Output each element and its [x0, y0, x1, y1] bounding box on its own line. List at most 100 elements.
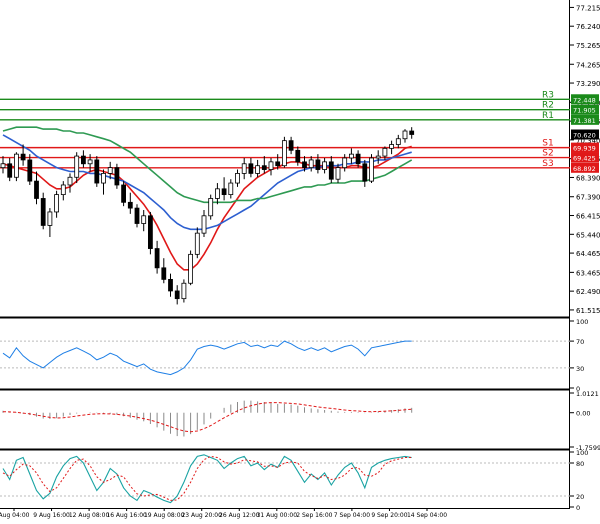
last-price-marker: 70.620	[571, 129, 599, 140]
candle-body	[382, 147, 388, 157]
level-price-label: 69.425	[573, 155, 596, 163]
candle-body	[107, 167, 113, 174]
time-tick-label: 19 Aug 08:00	[144, 512, 185, 519]
candle-body	[295, 149, 301, 163]
price-tick-label: 65.440	[576, 231, 600, 239]
candle-body	[141, 215, 147, 224]
candle-body	[409, 130, 415, 135]
candle-body	[114, 167, 120, 186]
level-price-label: 72.448	[573, 96, 596, 104]
rsi-line	[2, 340, 412, 376]
candle-body	[34, 180, 39, 199]
candle-body	[7, 163, 13, 178]
candle-body	[281, 140, 287, 167]
candle-body	[121, 184, 126, 203]
candlesticks	[0, 127, 415, 305]
macd-panel: 1.0121 0.00 -1.7599	[2, 390, 600, 452]
level-name-s2: S2	[542, 149, 553, 159]
candle-body	[47, 211, 53, 226]
candle-body	[362, 163, 368, 182]
candle-body	[375, 155, 381, 159]
time-tick-label: 16 Aug 16:00	[106, 512, 147, 519]
candle-body	[201, 215, 207, 234]
level-price-box	[571, 104, 599, 115]
price-tick-label: 76.240	[576, 23, 600, 31]
price-tick-label: 68.390	[576, 174, 600, 182]
last-price-label: 70.620	[573, 131, 596, 139]
candle-body	[369, 157, 374, 182]
candle-body	[228, 182, 234, 196]
indicator-tick-label: 0.00	[576, 410, 590, 418]
time-tick-label: 9 Sep 20:00	[371, 512, 407, 519]
price-tick-label: 62.490	[576, 288, 600, 296]
level-price-box	[571, 162, 599, 173]
candle-body	[13, 153, 19, 178]
indicator-tick-label: -1.7599	[576, 444, 600, 452]
stoch-k-line	[2, 454, 412, 504]
candle-body	[74, 155, 80, 178]
indicator-tick-label: 0	[576, 385, 580, 393]
candle-body	[194, 232, 200, 255]
candle-body	[268, 161, 274, 170]
price-tick-label: 73.290	[576, 80, 600, 88]
level-price-box	[571, 152, 599, 163]
indicator-tick-label: 70	[576, 338, 584, 346]
level-price-label: 71.905	[573, 107, 596, 115]
candle-body	[248, 163, 254, 174]
candle-body	[54, 194, 59, 213]
candle-body	[261, 165, 267, 170]
price-tick-label: 74.265	[576, 61, 600, 69]
candle-body	[161, 267, 167, 280]
time-tick-label: 12 Aug 08:00	[69, 512, 110, 519]
candle-body	[315, 159, 321, 170]
candle-body	[342, 157, 348, 169]
price-tick-label: 64.465	[576, 250, 600, 258]
stochastic-panel: 100 80 20 0	[0, 449, 588, 512]
indicator-tick-label: 80	[576, 460, 584, 468]
candle-body	[20, 153, 26, 161]
level-name-s1: S1	[542, 139, 553, 149]
price-tick-label: 70.340	[576, 137, 600, 145]
candle-body	[208, 198, 214, 217]
candle-body	[402, 130, 408, 140]
candle-body	[275, 161, 281, 167]
candle-body	[355, 153, 361, 165]
candle-body	[181, 282, 187, 300]
candle-body	[188, 253, 194, 284]
indicator-tick-label: 1.0121	[576, 390, 599, 398]
price-tick-label: 75.265	[576, 42, 600, 50]
level-name-s3: S3	[542, 159, 553, 169]
indicator-tick-label: 100	[576, 449, 588, 457]
candle-body	[60, 184, 66, 196]
candle-body	[27, 159, 33, 182]
price-tick-label: 77.215	[576, 4, 600, 12]
candle-body	[0, 163, 6, 169]
candle-body	[328, 161, 334, 180]
indicator-tick-label: 0	[576, 504, 580, 512]
candle-body	[322, 161, 328, 170]
level-price-label: 68.892	[573, 165, 596, 173]
candle-body	[302, 161, 307, 169]
time-tick-label: Aug 04:00	[0, 512, 30, 519]
time-tick-label: 31 Aug 00:00	[257, 512, 298, 519]
rsi-panel: 100 70 30 0	[0, 318, 588, 393]
candle-body	[101, 173, 106, 184]
candle-body	[335, 167, 341, 180]
indicator-tick-label: 20	[576, 493, 584, 501]
candle-body	[389, 144, 395, 149]
price-tick-label: 61.515	[576, 307, 600, 315]
candle-body	[134, 207, 140, 224]
time-tick-label: 26 Aug 12:00	[219, 512, 260, 519]
candle-body	[94, 159, 100, 184]
last-price-box	[571, 129, 599, 140]
candle-body	[214, 188, 220, 199]
candle-body	[40, 198, 46, 226]
stoch-d-line	[2, 455, 412, 501]
time-tick-label: 7 Sep 04:00	[334, 512, 370, 519]
candle-body	[154, 248, 160, 269]
candle-body	[174, 290, 180, 300]
candle-body	[67, 176, 73, 186]
